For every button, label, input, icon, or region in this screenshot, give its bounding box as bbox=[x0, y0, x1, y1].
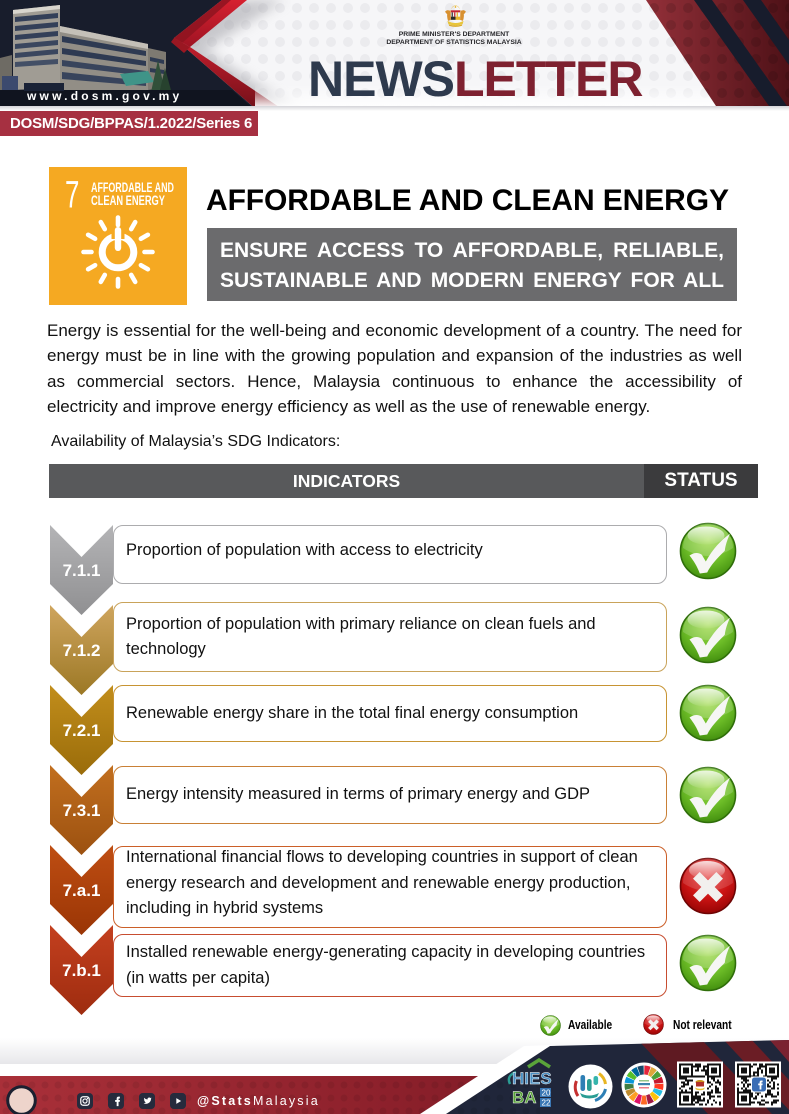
svg-text:CLEAN ENERGY: CLEAN ENERGY bbox=[91, 193, 165, 208]
svg-text:AFFORDABLE AND: AFFORDABLE AND bbox=[91, 180, 174, 195]
svg-text:22: 22 bbox=[542, 1099, 551, 1108]
svg-text:7: 7 bbox=[65, 174, 79, 216]
svg-text:HIES: HIES bbox=[512, 1069, 552, 1088]
svg-text:20: 20 bbox=[542, 1089, 551, 1098]
svg-text:BA: BA bbox=[512, 1088, 537, 1107]
